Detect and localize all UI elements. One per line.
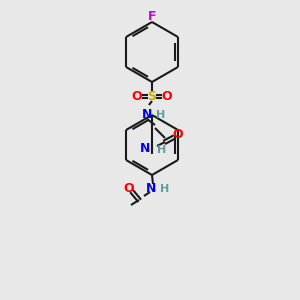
Text: N: N: [142, 107, 152, 121]
Text: O: O: [173, 128, 183, 142]
Text: H: H: [156, 110, 165, 120]
Text: H: H: [160, 184, 169, 194]
Text: N: N: [140, 142, 150, 155]
Text: O: O: [124, 182, 134, 194]
Text: H: H: [157, 145, 166, 155]
Text: F: F: [148, 10, 156, 22]
Text: N: N: [146, 182, 156, 194]
Text: S: S: [148, 89, 157, 103]
Text: O: O: [162, 89, 172, 103]
Text: O: O: [132, 89, 142, 103]
